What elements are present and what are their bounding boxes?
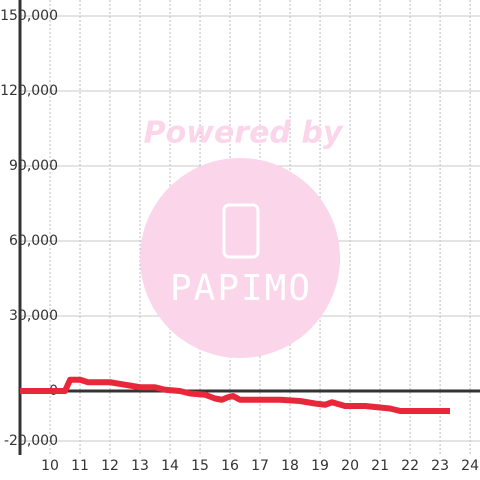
x-tick-label: 18 (281, 458, 299, 474)
line (20, 376, 450, 414)
x-tick-label: 13 (131, 458, 149, 474)
x-tick-label: 10 (41, 458, 59, 474)
x-tick-label: 22 (401, 458, 419, 474)
watermark-logo: PAPIMO (170, 268, 312, 309)
y-tick-label: 90,000 (9, 158, 58, 174)
watermark: Powered by PAPIMO (140, 116, 344, 358)
watermark-icon (222, 203, 260, 259)
y-tick-label: 120,000 (0, 83, 58, 99)
y-tick-label: 150,000 (0, 8, 58, 24)
x-tick-label: 20 (341, 458, 359, 474)
x-tick-label: 14 (161, 458, 179, 474)
y-tick-label: 30,000 (9, 308, 58, 324)
x-tick-label: 11 (71, 458, 89, 474)
y-tick-label: -20,000 (4, 433, 58, 449)
x-tick-label: 23 (431, 458, 449, 474)
watermark-caption: Powered by (144, 116, 344, 151)
y-tick-label: 60,000 (9, 233, 58, 249)
x-tick-label: 15 (191, 458, 209, 474)
x-tick-label: 12 (101, 458, 119, 474)
x-tick-label: 17 (251, 458, 269, 474)
x-tick-label: 19 (311, 458, 329, 474)
x-tick-label: 21 (371, 458, 389, 474)
x-tick-label: 24 (461, 458, 479, 474)
x-tick-label: 16 (221, 458, 239, 474)
